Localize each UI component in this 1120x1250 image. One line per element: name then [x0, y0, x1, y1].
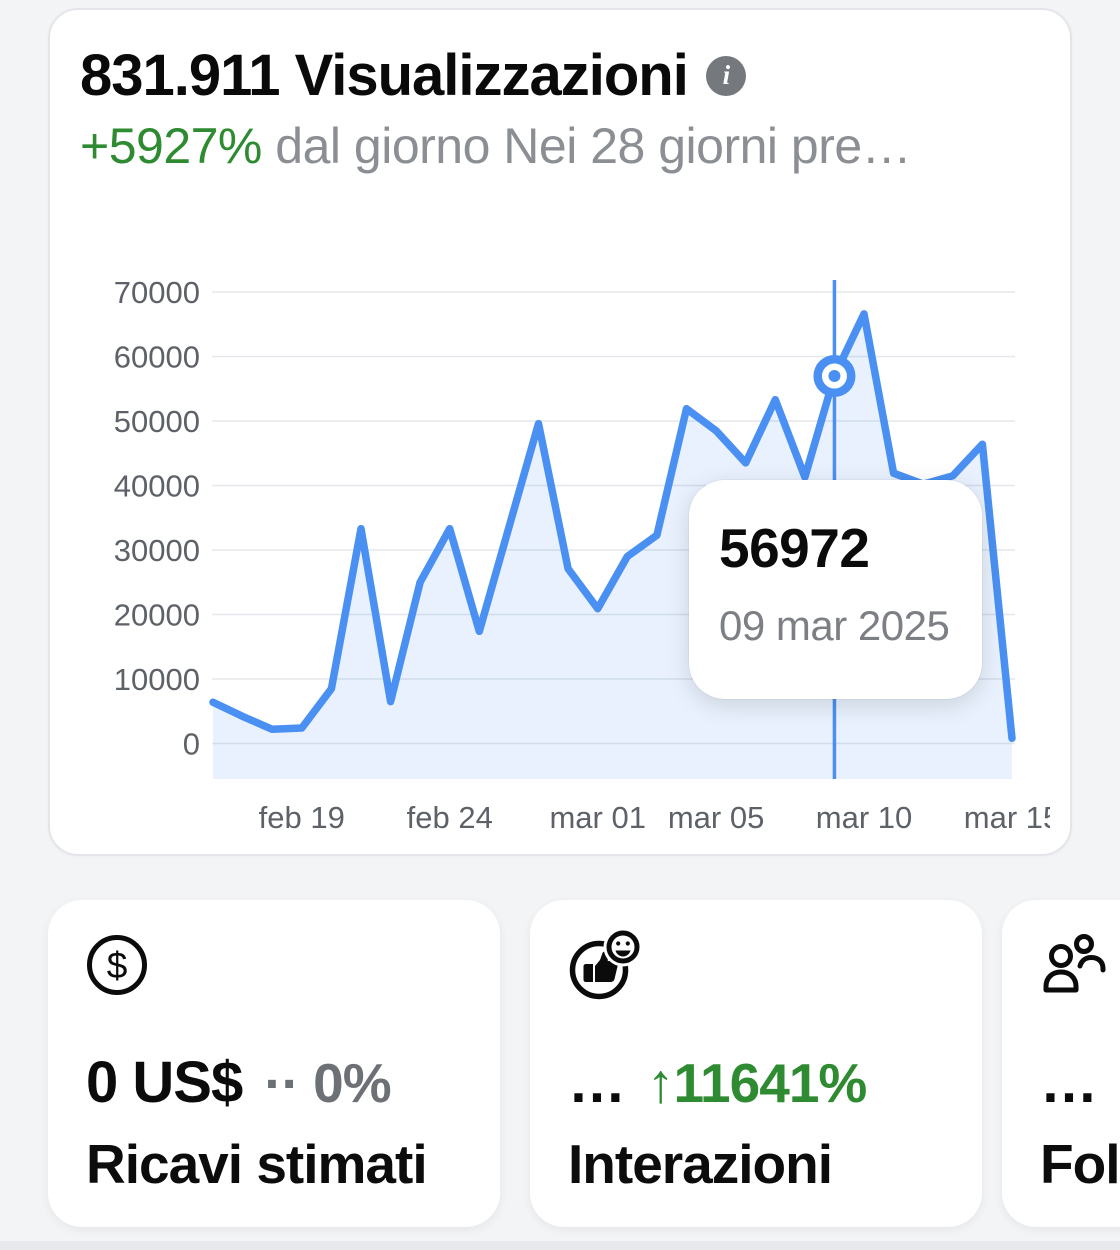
- metric-value: …: [1040, 1050, 1098, 1115]
- metric-label: Ricavi stimati: [86, 1133, 428, 1195]
- svg-text:50000: 50000: [114, 404, 200, 439]
- svg-text:0: 0: [183, 727, 200, 762]
- svg-text:20000: 20000: [114, 598, 200, 633]
- tooltip-value: 56972: [719, 517, 870, 579]
- views-title: 831.911 Visualizzazioni i: [80, 43, 1040, 108]
- views-delta: +5927%: [80, 117, 262, 174]
- views-card-header: 831.911 Visualizzazioni i +5927% dal gio…: [80, 43, 1040, 174]
- svg-text:60000: 60000: [114, 340, 200, 375]
- svg-text:30000: 30000: [114, 533, 200, 568]
- metric-card-followers[interactable]: … Follower: [1002, 900, 1120, 1227]
- metric-value: …: [568, 1050, 626, 1115]
- next-section-edge: [0, 1241, 1120, 1250]
- reactions-icon: [569, 927, 643, 1000]
- metric-value-row: …: [1040, 1049, 1120, 1116]
- x-axis-labels: feb 19 feb 24 mar 01 mar 05 mar 10 mar 15: [259, 800, 1050, 835]
- svg-text:70000: 70000: [114, 275, 200, 310]
- views-line: [209, 310, 1016, 743]
- svg-text:mar 01: mar 01: [549, 800, 645, 835]
- info-icon[interactable]: i: [705, 56, 746, 97]
- svg-text:$: $: [107, 945, 128, 986]
- y-axis-labels: 0 10000 20000 30000 40000 50000 60000 70000: [114, 275, 200, 762]
- followers-icon: [1043, 934, 1106, 993]
- svg-text:10000: 10000: [114, 662, 200, 697]
- tooltip-date: 09 mar 2025: [719, 602, 950, 649]
- metric-delta: ·· 0%: [264, 1052, 391, 1114]
- metric-value-row: 0 US$ ·· 0%: [86, 1049, 470, 1116]
- metric-value: 0 US$: [86, 1050, 243, 1115]
- dollar-circle-icon: $: [87, 935, 147, 995]
- metric-label: Follower: [1040, 1133, 1120, 1195]
- views-subtitle: +5927% dal giorno Nei 28 giorni pre…: [80, 117, 1040, 174]
- chart-tooltip: 56972 09 mar 2025: [689, 480, 982, 699]
- svg-text:mar 15: mar 15: [964, 800, 1050, 835]
- metric-label: Interazioni: [568, 1133, 833, 1195]
- svg-text:mar 10: mar 10: [816, 800, 912, 835]
- highlight-marker: [813, 355, 856, 398]
- svg-text:feb 19: feb 19: [259, 800, 345, 835]
- views-card: 0 10000 20000 30000 40000 50000 60000 70000 feb …: [48, 8, 1072, 856]
- svg-text:40000: 40000: [114, 469, 200, 504]
- metric-value-row: … ↑11641%: [568, 1049, 952, 1116]
- svg-text:feb 24: feb 24: [407, 800, 493, 835]
- views-subtitle-text: dal giorno Nei 28 giorni pre…: [275, 117, 912, 174]
- views-total: 831.911 Visualizzazioni: [80, 43, 689, 108]
- svg-text:mar 05: mar 05: [668, 800, 764, 835]
- metric-delta: ↑11641%: [647, 1052, 867, 1114]
- metric-card-interactions[interactable]: … ↑11641% Interazioni: [530, 900, 982, 1227]
- metric-card-estimated-earnings[interactable]: $ 0 US$ ·· 0% Ricavi stimati: [48, 900, 500, 1227]
